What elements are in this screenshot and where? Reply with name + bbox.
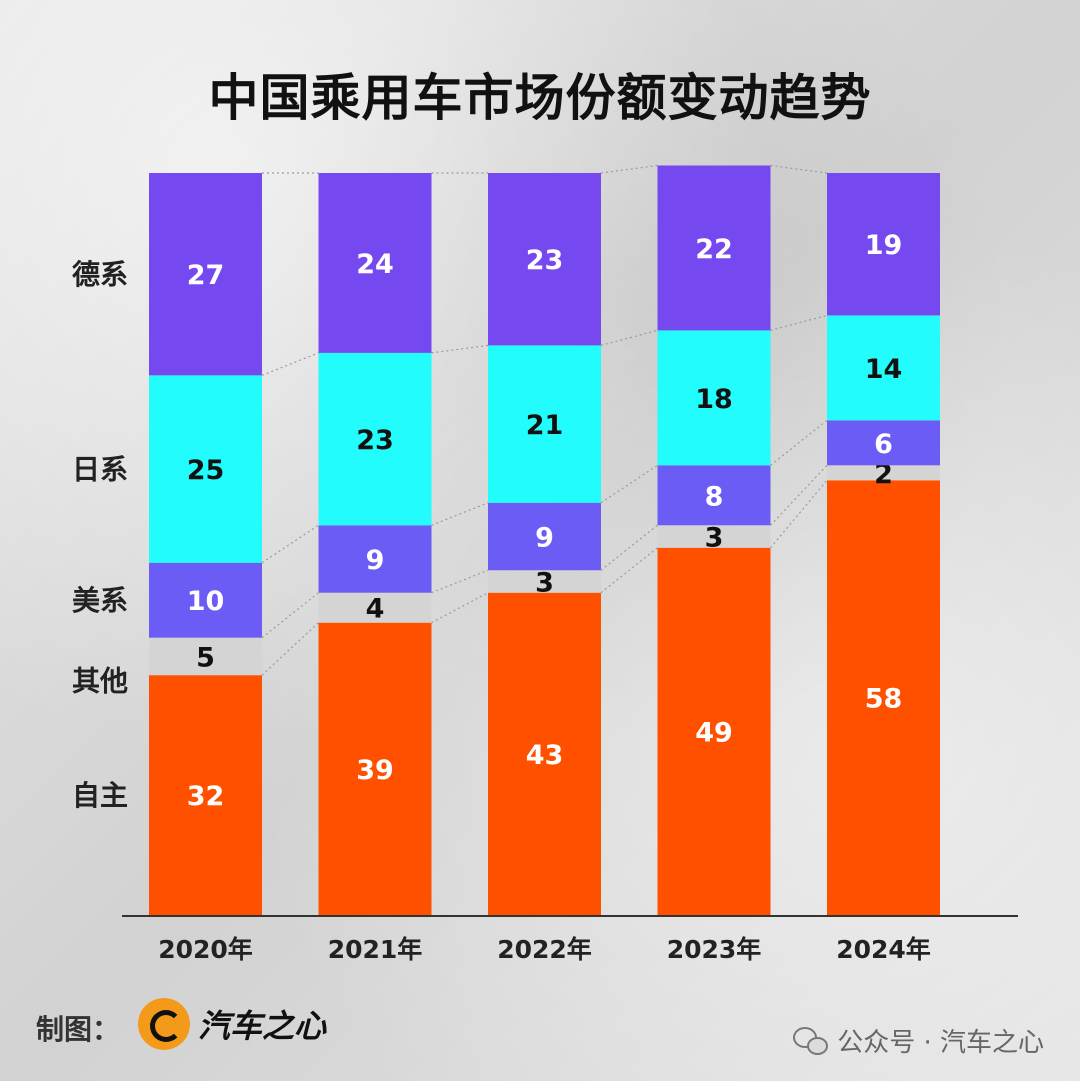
data-label: 39 [356, 755, 394, 786]
connector-line [261, 352, 319, 376]
data-label: 23 [356, 425, 394, 456]
data-label: 22 [695, 234, 733, 265]
legend-label: 自主 [72, 779, 128, 812]
bar-segment-美系 [149, 562, 262, 638]
bar-segment-自主 [657, 547, 771, 915]
data-label: 43 [526, 740, 564, 771]
connector-line [431, 502, 489, 526]
x-tick-label: 2020年 [158, 935, 253, 964]
x-tick-label: 2022年 [497, 935, 592, 964]
data-label: 2 [874, 459, 893, 490]
chart-title: 中国乘用车市场份额变动趋势 [208, 69, 872, 127]
bar-segment-自主 [318, 622, 432, 915]
data-label: 6 [874, 429, 893, 460]
data-label: 23 [526, 245, 564, 276]
bar-segment-其他 [318, 592, 432, 623]
bar-segment-日系 [657, 330, 771, 466]
connector-line [261, 524, 319, 564]
bar-segment-德系 [488, 173, 601, 346]
connector-line [431, 569, 489, 594]
data-label: 49 [695, 717, 733, 748]
legend-label: 美系 [72, 584, 128, 617]
connector-line [261, 592, 319, 639]
wechat-text: 公众号 · 汽车之心 [837, 1028, 1044, 1058]
data-label: 3 [535, 567, 554, 598]
made-by-label: 制图： [36, 1013, 121, 1046]
data-label: 32 [187, 781, 225, 812]
data-label: 25 [187, 455, 225, 486]
bar-segment-日系 [827, 315, 940, 421]
bar-segment-日系 [318, 352, 432, 526]
wechat-icon [793, 1026, 829, 1055]
bar-segment-其他 [827, 465, 940, 481]
connector-line [431, 344, 489, 354]
brand-logo-icon [138, 998, 190, 1050]
connector-line [770, 464, 828, 526]
bar-segment-德系 [827, 173, 940, 316]
bar-segment-自主 [827, 480, 940, 915]
legend-label: 德系 [72, 258, 128, 291]
data-label: 14 [865, 354, 903, 385]
bar-segment-美系 [488, 502, 601, 571]
data-label: 9 [535, 523, 554, 554]
connector-line [600, 164, 658, 174]
connector-line [770, 164, 828, 174]
data-label: 3 [705, 523, 724, 554]
data-label: 4 [366, 594, 385, 625]
connector-line [770, 479, 828, 549]
x-tick-label: 2023年 [667, 935, 762, 964]
connector-line [600, 329, 658, 346]
connector-line [770, 419, 828, 466]
connector-line [770, 314, 828, 331]
data-label: 21 [526, 410, 564, 441]
data-label: 8 [705, 481, 724, 512]
bar-segment-自主 [488, 592, 601, 915]
legend-label: 日系 [72, 453, 128, 486]
connector-line [431, 592, 489, 624]
data-label: 27 [187, 260, 225, 291]
bar-segment-美系 [827, 420, 940, 466]
bar-segment-其他 [149, 637, 262, 676]
bar-segment-美系 [318, 525, 432, 593]
bar-segment-其他 [657, 525, 771, 548]
connector-line [600, 547, 658, 594]
data-label: 10 [187, 586, 225, 617]
bar-segment-德系 [149, 173, 262, 376]
data-label: 5 [196, 642, 215, 673]
brand: 汽车之心 [138, 998, 326, 1050]
connector-line [600, 464, 658, 504]
connector-line [600, 524, 658, 571]
data-label: 9 [366, 545, 385, 576]
data-label: 58 [865, 684, 903, 715]
bar-segment-其他 [488, 570, 601, 593]
bar-segment-日系 [488, 345, 601, 503]
bar-segment-德系 [318, 173, 432, 353]
bar-segment-自主 [149, 675, 262, 915]
bar-segment-日系 [149, 375, 262, 563]
x-tick-label: 2021年 [328, 935, 423, 964]
bar-segment-德系 [657, 165, 771, 331]
data-label: 24 [356, 249, 394, 280]
x-tick-label: 2024年 [836, 935, 931, 964]
legend-label: 其他 [72, 664, 128, 697]
brand-name: 汽车之心 [198, 1007, 327, 1045]
wechat-attribution: 公众号 · 汽车之心 [793, 1022, 1044, 1059]
data-label: 18 [695, 384, 733, 415]
bar-segment-美系 [657, 465, 771, 526]
data-label: 19 [865, 230, 903, 261]
